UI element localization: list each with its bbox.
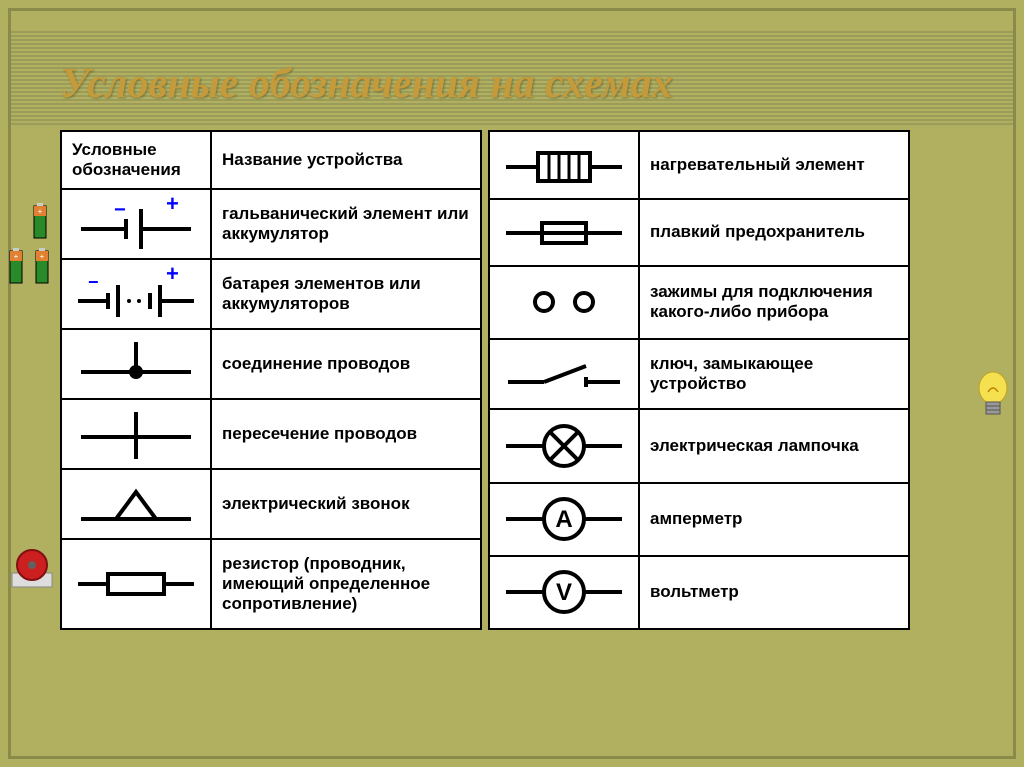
table-row: нагревательный элемент [489,131,909,199]
symbol-cell [489,339,639,410]
wire-crossing-icon [66,407,206,462]
symbol-cell [61,329,211,399]
name-cell: резистор (проводник, имеющий определенно… [211,539,481,629]
symbol-cell [61,399,211,469]
name-cell: нагревательный элемент [639,131,909,199]
svg-text:−: − [88,272,99,292]
name-cell: гальванический элемент или аккумулятор [211,189,481,259]
batteries-clipart: + + + [8,200,63,305]
ammeter-icon: A [494,491,634,547]
name-cell: ключ, замыкающее устройство [639,339,909,410]
svg-text:A: A [555,506,572,533]
symbol-cell [61,469,211,539]
lamp-icon [494,418,634,474]
voltmeter-icon: V [494,564,634,620]
page-title: Условные обозначения на схемах [60,60,673,108]
heating-element-icon [494,141,634,189]
svg-text:+: + [38,207,43,216]
svg-text:+: + [40,252,45,261]
electric-bell-icon [66,474,206,534]
svg-text:−: − [114,199,126,221]
name-cell: батарея элементов или аккумуляторов [211,259,481,329]
name-cell: вольтметр [639,556,909,629]
name-cell: зажимы для подключения какого-либо прибо… [639,266,909,339]
tables-container: Условные обозначения Название устройства… [60,130,910,630]
table-row: электрический звонок [61,469,481,539]
galvanic-cell-icon: − + [66,194,206,254]
table-row: ключ, замыкающее устройство [489,339,909,410]
symbol-cell [489,266,639,339]
table-row: зажимы для подключения какого-либо прибо… [489,266,909,339]
svg-text:+: + [166,263,179,286]
table-row: − + гальванический элемент или аккумулят… [61,189,481,259]
right-symbols-table: нагревательный элемент плавкий предохран… [488,130,910,630]
name-cell: амперметр [639,483,909,556]
name-cell: соединение проводов [211,329,481,399]
symbol-cell: V [489,556,639,629]
table-row: V вольтметр [489,556,909,629]
table-row: − + батарея элементов или аккумуляторов [61,259,481,329]
table-row: соединение проводов [61,329,481,399]
header-symbol-cell: Условные обозначения [61,131,211,189]
svg-text:+: + [166,194,179,216]
resistor-icon [66,559,206,609]
table-row: плавкий предохранитель [489,199,909,265]
left-symbols-table: Условные обозначения Название устройства… [60,130,482,630]
name-cell: электрический звонок [211,469,481,539]
table-row: резистор (проводник, имеющий определенно… [61,539,481,629]
svg-text:V: V [556,579,572,606]
name-cell: электрическая лампочка [639,409,909,482]
battery-icon: − + [66,263,206,325]
table-header-row: Условные обозначения Название устройства [61,131,481,189]
header-name-cell: Название устройства [211,131,481,189]
table-row: A амперметр [489,483,909,556]
wire-junction-icon [66,337,206,392]
symbol-cell: A [489,483,639,556]
table-row: пересечение проводов [61,399,481,469]
symbol-cell [489,131,639,199]
symbol-cell [61,539,211,629]
symbol-cell: − + [61,259,211,329]
symbol-cell [489,199,639,265]
alarm-bell-clipart [8,545,58,595]
name-cell: плавкий предохранитель [639,199,909,265]
switch-icon [494,350,634,398]
symbol-cell [489,409,639,482]
fuse-icon [494,209,634,255]
table-row: электрическая лампочка [489,409,909,482]
svg-text:+: + [14,252,19,261]
name-cell: пересечение проводов [211,399,481,469]
symbol-cell: − + [61,189,211,259]
lightbulb-clipart [974,370,1012,430]
terminals-icon [494,278,634,326]
